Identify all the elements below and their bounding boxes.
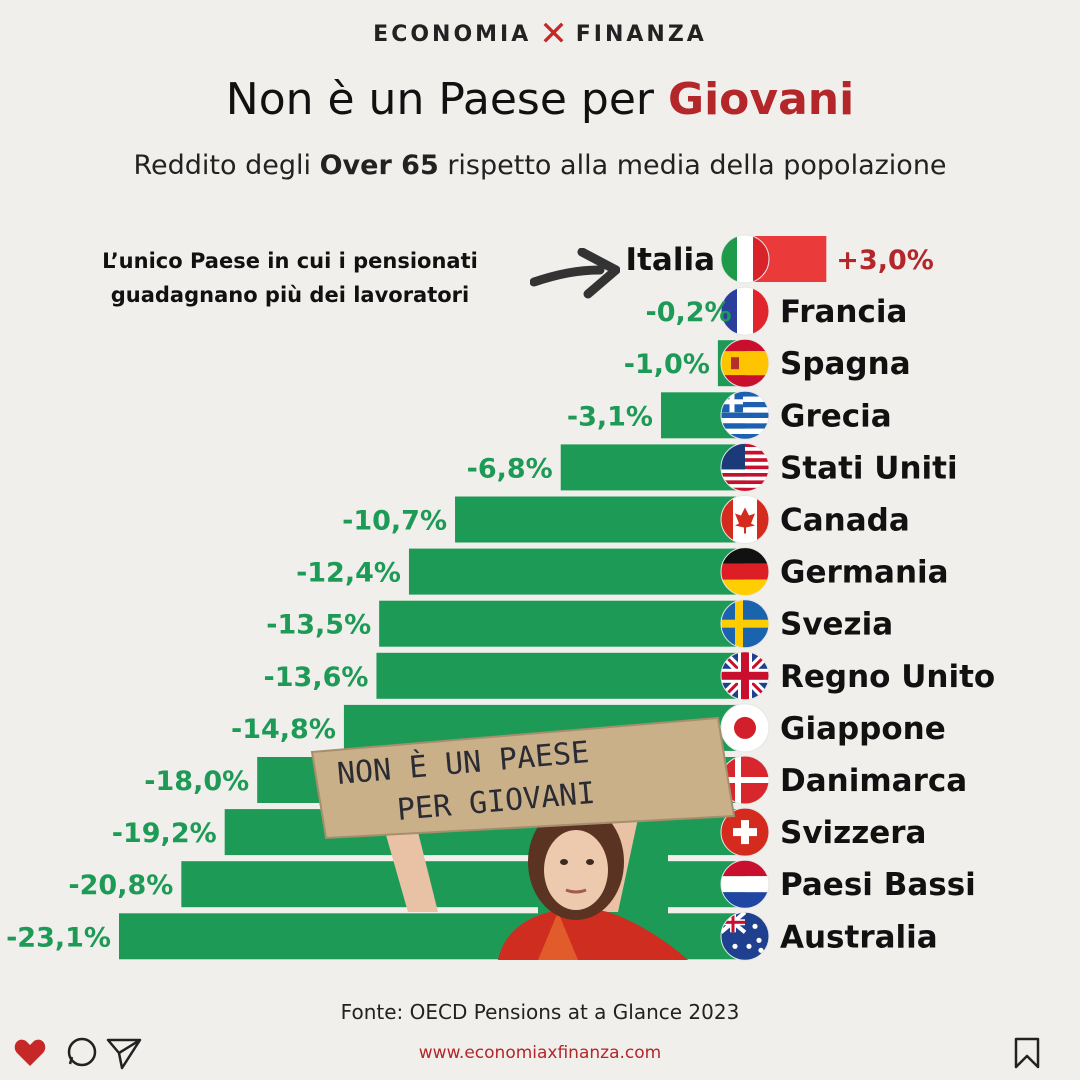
value-label: -1,0% — [624, 349, 710, 380]
country-label: Svezia — [780, 607, 893, 643]
website-link[interactable]: www.economiaxfinanza.com — [418, 1043, 662, 1063]
country-label: Giappone — [780, 711, 946, 747]
country-label: Italia — [626, 242, 715, 278]
flag-usa-icon — [720, 442, 770, 492]
value-label: -0,2% — [645, 297, 731, 328]
value-label: -14,8% — [231, 714, 336, 745]
value-label: -3,1% — [567, 401, 653, 432]
page-title: Non è un Paese per Giovani — [0, 74, 1080, 125]
value-label: -20,8% — [68, 870, 173, 901]
flag-greece-icon — [720, 390, 770, 440]
value-label: -13,5% — [266, 610, 371, 641]
value-label: -10,7% — [342, 506, 447, 537]
brand-logo: ECONOMIA ✕ FINANZA — [0, 14, 1080, 54]
bar-usa — [560, 444, 745, 491]
value-label: -19,2% — [112, 818, 217, 849]
flag-japan-icon — [720, 703, 770, 753]
comment-icon[interactable] — [67, 1037, 97, 1067]
flag-spain-icon — [720, 338, 770, 388]
source-note: Fonte: OECD Pensions at a Glance 2023 — [340, 1000, 740, 1024]
arrow-icon — [530, 248, 620, 299]
flag-italy-icon — [720, 234, 770, 284]
value-label: -12,4% — [296, 558, 401, 589]
subtitle-pre: Reddito degli — [133, 150, 311, 181]
country-label: Canada — [780, 503, 910, 539]
flag-france-icon — [720, 286, 770, 336]
flag-sweden-icon — [720, 599, 770, 649]
country-label: Stati Uniti — [780, 450, 958, 486]
subtitle-bold: Over 65 — [319, 150, 439, 181]
title-main: Non è un Paese per — [225, 74, 654, 125]
country-label: Svizzera — [780, 815, 926, 851]
country-label: Paesi Bassi — [780, 867, 976, 903]
social-actions — [14, 1037, 142, 1070]
flag-switzerland-icon — [720, 807, 770, 857]
bar-sweden — [379, 600, 745, 647]
bar-germany — [408, 548, 745, 595]
bar-uk — [376, 652, 745, 699]
bar-canada — [455, 496, 745, 543]
value-label: -13,6% — [264, 662, 369, 693]
subtitle-post: rispetto alla media della popolazione — [447, 150, 947, 181]
flag-canada-icon — [720, 495, 770, 544]
annotation-line-1: L’unico Paese in cui i pensionati — [102, 249, 478, 273]
country-label: Danimarca — [780, 763, 967, 799]
country-label: Spagna — [780, 346, 911, 382]
country-label: Grecia — [780, 398, 892, 434]
flag-australia-icon — [720, 911, 770, 961]
value-label: -6,8% — [467, 453, 553, 484]
country-label: Germania — [780, 555, 949, 591]
flag-germany-icon — [720, 547, 770, 597]
bookmark-icon[interactable] — [1012, 1036, 1042, 1070]
protest-photo: NON È UN PAESE PER GIOVANI — [310, 716, 736, 960]
flag-netherlands-icon — [720, 859, 770, 909]
value-label: -18,0% — [144, 766, 249, 797]
brand-right: FINANZA — [575, 22, 707, 47]
brand-left: ECONOMIA — [373, 22, 532, 47]
country-label: Francia — [780, 294, 907, 330]
heart-icon[interactable] — [14, 1039, 46, 1066]
country-label: Regno Unito — [780, 659, 995, 695]
page-subtitle: Reddito degli Over 65 rispetto alla medi… — [0, 150, 1080, 181]
value-label: -23,1% — [6, 922, 111, 953]
value-label: +3,0% — [836, 245, 934, 276]
annotation-line-2: guadagnano più dei lavoratori — [110, 283, 470, 307]
title-highlight: Giovani — [667, 74, 855, 125]
flag-uk-icon — [720, 651, 770, 701]
brand-x-icon: ✕ — [539, 14, 568, 54]
country-label: Australia — [780, 919, 938, 955]
send-icon[interactable] — [106, 1038, 142, 1070]
annotation-note: L’unico Paese in cui i pensionati guadag… — [40, 244, 540, 312]
